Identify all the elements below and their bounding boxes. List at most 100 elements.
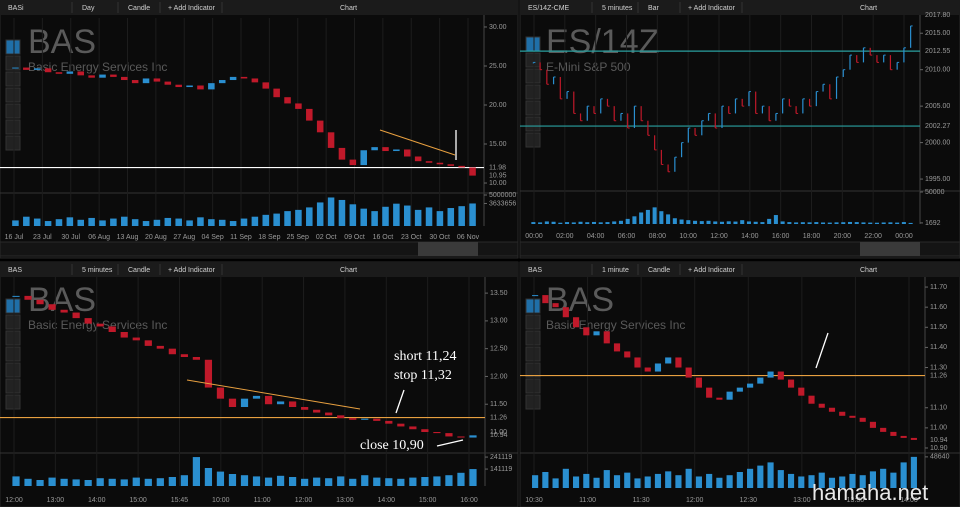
- y-tick-label: 20.00: [489, 102, 507, 109]
- candle: [66, 71, 74, 74]
- volume-bar: [373, 477, 381, 486]
- candle: [284, 97, 291, 104]
- tool-button[interactable]: [5, 394, 21, 410]
- volume-bar: [746, 221, 751, 224]
- volume-bar: [425, 207, 433, 226]
- candle: [316, 120, 324, 133]
- volume-bar: [180, 475, 188, 486]
- volume-bar: [538, 222, 543, 224]
- volume-bar: [693, 220, 698, 224]
- volume-bar: [306, 207, 313, 226]
- tool-button[interactable]: [525, 68, 541, 84]
- watermark-name: Basic Energy Services Inc: [546, 318, 685, 332]
- toolbar-tab[interactable]: Chart: [860, 267, 877, 274]
- candle: [208, 83, 215, 90]
- tool-button[interactable]: [5, 71, 21, 87]
- toolbar-symbol[interactable]: BASi: [8, 5, 24, 12]
- tool-button[interactable]: [525, 132, 541, 148]
- y-tick-label: 11.50: [490, 401, 507, 408]
- volume-bar: [565, 222, 570, 224]
- x-tick-label: 15:45: [171, 497, 189, 504]
- tool-button[interactable]: [525, 330, 541, 346]
- tool-button[interactable]: [525, 314, 541, 330]
- tool-button[interactable]: [525, 52, 541, 68]
- tool-button[interactable]: [5, 39, 21, 55]
- candle: [168, 348, 176, 355]
- toolbar-add-indicator[interactable]: + Add Indicator: [168, 5, 216, 12]
- toolbar-add-indicator[interactable]: + Add Indicator: [688, 5, 736, 12]
- tool-button[interactable]: [5, 298, 21, 314]
- y-tick-label: 10.90: [930, 445, 948, 452]
- toolbar-interval[interactable]: 1 minute: [602, 267, 629, 274]
- volume-bar: [77, 219, 85, 226]
- toolbar-interval[interactable]: Day: [82, 5, 95, 12]
- tool-button[interactable]: [525, 362, 541, 378]
- tool-button[interactable]: [525, 346, 541, 362]
- toolbar-chart-type[interactable]: Bar: [648, 5, 660, 12]
- tool-button[interactable]: [525, 84, 541, 100]
- toolbar-chart-type[interactable]: Candle: [128, 267, 150, 274]
- x-tick-label: 09 Oct: [344, 234, 365, 241]
- tool-button[interactable]: [5, 55, 21, 71]
- volume-bar: [120, 479, 128, 486]
- toolbar-tab[interactable]: Chart: [340, 5, 357, 12]
- tool-button[interactable]: [5, 362, 21, 378]
- tool-button[interactable]: [5, 330, 21, 346]
- volume-bar: [808, 475, 815, 488]
- tool-button[interactable]: [525, 378, 541, 394]
- volume-bar: [706, 473, 713, 488]
- volume-bar: [695, 476, 702, 488]
- volume-bar: [458, 206, 465, 226]
- tool-button[interactable]: [5, 378, 21, 394]
- tool-button[interactable]: [5, 135, 21, 151]
- volume-bar: [192, 457, 201, 486]
- toolbar-tab[interactable]: Chart: [340, 267, 357, 274]
- volume-bar: [447, 208, 455, 226]
- x-tick-label: 14:00: [741, 233, 759, 240]
- toolbar-interval[interactable]: 5 minutes: [602, 5, 633, 12]
- volume-bar: [760, 222, 765, 224]
- toolbar-symbol[interactable]: BAS: [528, 267, 542, 274]
- tool-button[interactable]: [525, 298, 541, 314]
- candle: [338, 147, 346, 160]
- toolbar-add-indicator[interactable]: + Add Indicator: [168, 267, 216, 274]
- volume-bar: [216, 471, 225, 486]
- tool-button[interactable]: [525, 36, 541, 52]
- toolbar-chart-type[interactable]: Candle: [128, 5, 150, 12]
- volume-bar: [874, 222, 879, 224]
- toolbar-add-indicator[interactable]: + Add Indicator: [688, 267, 736, 274]
- volume-bar: [895, 222, 900, 224]
- volume-bar: [679, 219, 684, 224]
- x-tick-label: 13:30: [847, 497, 865, 504]
- volume-bar: [96, 478, 104, 486]
- tool-button[interactable]: [5, 87, 21, 103]
- candle: [24, 295, 32, 300]
- tool-button[interactable]: [5, 103, 21, 119]
- candle: [798, 387, 805, 396]
- tool-button[interactable]: [525, 394, 541, 410]
- volume-bar: [414, 209, 422, 226]
- candle: [747, 383, 754, 388]
- volume-bar: [240, 218, 248, 226]
- tool-button[interactable]: [525, 116, 541, 132]
- tool-button[interactable]: [5, 346, 21, 362]
- toolbar-symbol[interactable]: ES/14Z-CME: [528, 5, 570, 12]
- tool-button[interactable]: [5, 119, 21, 135]
- volume-bar: [910, 456, 917, 488]
- toolbar-chart-type[interactable]: Candle: [648, 267, 670, 274]
- navigator-window[interactable]: [418, 242, 478, 256]
- volume-bar: [908, 222, 913, 224]
- y-tick-label: 2000.00: [925, 139, 950, 146]
- volume-bar: [84, 480, 92, 486]
- toolbar-tab[interactable]: Chart: [860, 5, 877, 12]
- candle: [736, 387, 743, 392]
- tool-button[interactable]: [5, 314, 21, 330]
- x-tick-label: 16:00: [460, 497, 478, 504]
- navigator-window[interactable]: [860, 242, 920, 256]
- toolbar-interval[interactable]: 5 minutes: [82, 267, 113, 274]
- candle: [306, 108, 313, 121]
- toolbar-symbol[interactable]: BAS: [8, 267, 22, 274]
- volume-bar: [571, 222, 576, 224]
- chart-panel: BAS 1 minute Candle + Add Indicator Chart BAS…: [519, 261, 960, 507]
- tool-button[interactable]: [525, 100, 541, 116]
